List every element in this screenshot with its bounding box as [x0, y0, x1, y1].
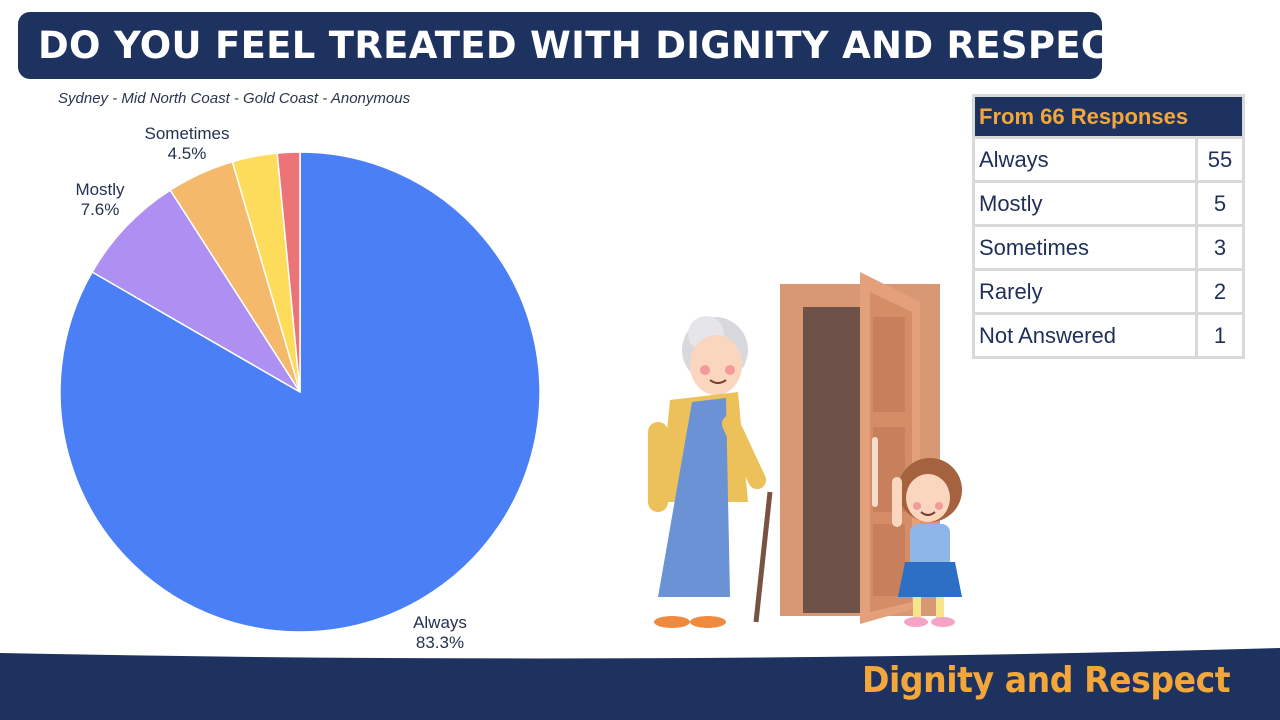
table-row: Rarely 2	[975, 271, 1242, 312]
row-label: Mostly	[975, 183, 1195, 224]
pie-slice-mostly	[91, 189, 301, 393]
page-title: DO YOU FEEL TREATED WITH DIGNITY AND RES…	[38, 24, 1156, 67]
girl-icon	[892, 458, 962, 627]
footer-band	[0, 648, 1280, 720]
row-count: 5	[1198, 183, 1242, 224]
table-header: From 66 Responses	[975, 97, 1242, 136]
door-icon	[780, 272, 940, 624]
table-header-row: From 66 Responses	[975, 97, 1242, 136]
footer-label: Dignity and Respect	[862, 660, 1231, 701]
table-row: Sometimes 3	[975, 227, 1242, 268]
row-label: Not Answered	[975, 315, 1195, 356]
row-count: 2	[1198, 271, 1242, 312]
table-row: Not Answered 1	[975, 315, 1242, 356]
row-count: 55	[1198, 139, 1242, 180]
responses-table: From 66 Responses Always 55 Mostly 5 Som…	[972, 94, 1245, 359]
elderly-woman-icon	[648, 316, 773, 628]
table-row: Always 55	[975, 139, 1242, 180]
table-row: Mostly 5	[975, 183, 1242, 224]
title-banner: DO YOU FEEL TREATED WITH DIGNITY AND RES…	[18, 12, 1155, 79]
chart-subtitle: Sydney - Mid North Coast - Gold Coast - …	[58, 90, 411, 107]
slice-percent-label: 4.5%	[168, 144, 207, 163]
slice-percent-label: 83.3%	[416, 633, 464, 652]
pie-slice-not-answered	[276, 151, 301, 393]
slice-category-label: Always	[413, 613, 467, 632]
slice-percent-label: 7.6%	[81, 200, 120, 219]
row-label: Always	[975, 139, 1195, 180]
row-count: 1	[1198, 315, 1242, 356]
elderly-woman-and-girl-illustration	[648, 272, 962, 628]
slice-category-label: Mostly	[75, 180, 125, 199]
row-label: Sometimes	[975, 227, 1195, 268]
row-label: Rarely	[975, 271, 1195, 312]
slice-category-label: Sometimes	[144, 124, 229, 143]
row-count: 3	[1198, 227, 1242, 268]
